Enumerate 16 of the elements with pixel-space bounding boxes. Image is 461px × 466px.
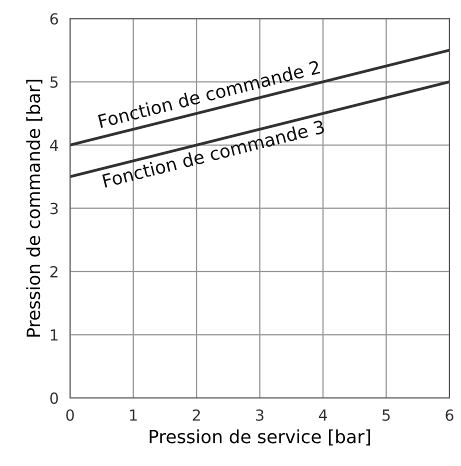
y-tick-label: 3	[50, 202, 58, 214]
x-axis-title: Pression de service [bar]	[150, 429, 370, 446]
x-tick-label: 1	[130, 410, 137, 421]
x-tick-label: 2	[192, 409, 200, 421]
x-tick-label: 4	[318, 410, 328, 421]
y-tick-label: 6	[50, 13, 58, 25]
x-tick-label: 0	[66, 409, 74, 421]
y-tick-label: 0	[50, 392, 58, 404]
x-tick-label: 3	[256, 409, 264, 421]
y-tick-label: 4	[50, 140, 58, 151]
x-tick-label: 5	[382, 410, 390, 421]
y-tick-label: 2	[50, 266, 58, 278]
y-tick-label: 5	[50, 76, 58, 88]
x-tick-label: 6	[446, 409, 454, 421]
y-tick-label: 1	[50, 329, 58, 341]
y-axis-title: Pression de commande [bar]	[26, 80, 42, 337]
